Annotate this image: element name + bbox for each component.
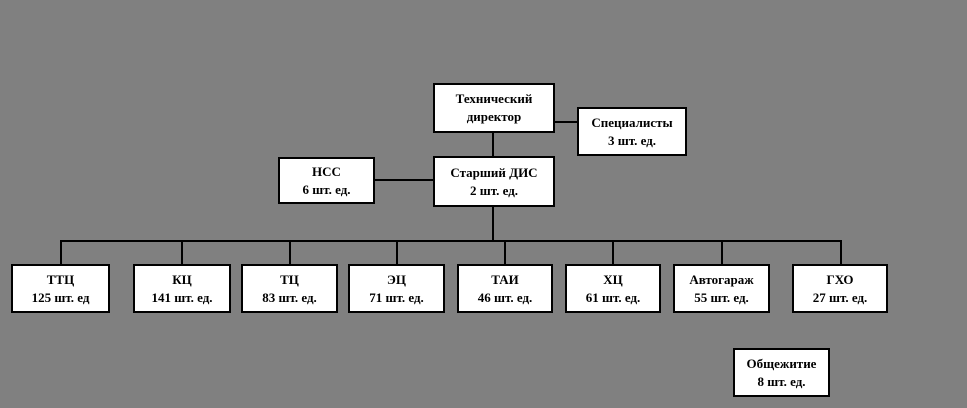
- connector-bus: [60, 240, 842, 242]
- node-nss: НСС 6 шт. ед.: [278, 157, 375, 204]
- node-count: 6 шт. ед.: [302, 181, 351, 197]
- node-count: 71 шт. ед.: [369, 289, 424, 305]
- node-dept-ec: ЭЦ 71 шт. ед.: [348, 264, 445, 313]
- node-title: ТАИ: [491, 271, 519, 287]
- node-title: Технический директор: [455, 91, 533, 124]
- connector-stub-hc: [612, 240, 614, 264]
- node-title: ТЦ: [280, 271, 299, 287]
- node-title: ХЦ: [603, 271, 623, 287]
- node-dormitory: Общежитие 8 шт. ед.: [733, 348, 830, 397]
- node-title: ТТЦ: [46, 271, 75, 287]
- node-count: 8 шт. ед.: [757, 373, 806, 389]
- node-count: 2 шт. ед.: [469, 182, 519, 198]
- connector-dis-to-bus: [492, 207, 494, 240]
- connector-stub-ec: [396, 240, 398, 264]
- node-dept-ttc: ТТЦ 125 шт. ед: [11, 264, 110, 313]
- node-count: 61 шт. ед.: [585, 289, 641, 305]
- node-title: Специалисты: [591, 114, 673, 130]
- node-dept-kc: КЦ 141 шт. ед.: [133, 264, 231, 313]
- connector-stub-tc: [289, 240, 291, 264]
- node-count: 83 шт. ед.: [262, 289, 317, 305]
- connector-stub-tai: [504, 240, 506, 264]
- node-count: 27 шт. ед.: [812, 289, 868, 305]
- node-title: Автогараж: [689, 271, 754, 287]
- node-specialists: Специалисты 3 шт. ед.: [577, 107, 687, 156]
- node-dept-tai: ТАИ 46 шт. ед.: [457, 264, 553, 313]
- node-dept-hc: ХЦ 61 шт. ед.: [565, 264, 661, 313]
- connector-tech-to-dis: [492, 133, 494, 156]
- connector-stub-gho: [840, 240, 842, 264]
- node-title: Общежитие: [746, 355, 817, 371]
- node-title: КЦ: [172, 271, 192, 287]
- node-tech-director: Технический директор: [433, 83, 555, 133]
- node-senior-dis: Старший ДИС 2 шт. ед.: [433, 156, 555, 207]
- node-title: Старший ДИС: [450, 164, 538, 180]
- connector-stub-ttc: [60, 240, 62, 264]
- node-title: ГХО: [826, 271, 854, 287]
- connector-nss-to-dis: [375, 179, 433, 181]
- node-title: НСС: [312, 163, 341, 179]
- node-count: 3 шт. ед.: [607, 132, 657, 148]
- node-count: 55 шт. ед.: [694, 289, 749, 305]
- node-dept-gho: ГХО 27 шт. ед.: [792, 264, 888, 313]
- node-count: 46 шт. ед.: [477, 289, 533, 305]
- connector-stub-kc: [181, 240, 183, 264]
- connector-tech-to-specialists: [555, 121, 577, 123]
- connector-stub-autogarage: [721, 240, 723, 264]
- node-count: 125 шт. ед: [31, 289, 90, 305]
- node-count: 141 шт. ед.: [151, 289, 213, 305]
- node-title: ЭЦ: [387, 271, 406, 287]
- node-dept-tc: ТЦ 83 шт. ед.: [241, 264, 338, 313]
- node-dept-autogarage: Автогараж 55 шт. ед.: [673, 264, 770, 313]
